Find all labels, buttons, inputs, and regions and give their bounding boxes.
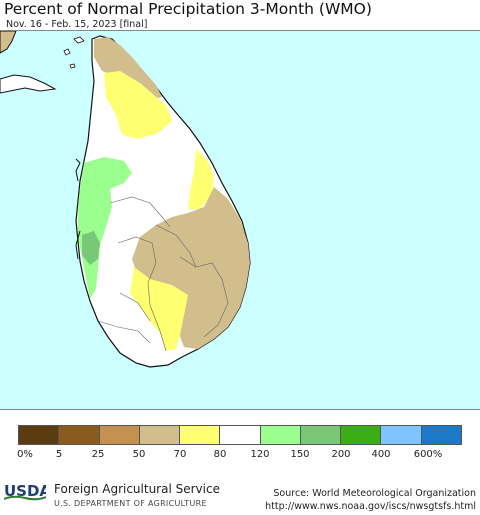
legend-swatch-600-plus (421, 426, 461, 444)
legend-swatch-200-400 (341, 426, 382, 444)
legend-swatch-0-5 (19, 426, 60, 444)
east-yellow-region (188, 149, 214, 209)
legend-label: 120 (250, 449, 270, 460)
west-dark-green-spot (82, 231, 100, 265)
legend-swatch-80-120 (220, 426, 261, 444)
india-coast (0, 31, 17, 54)
northern-islets (63, 36, 85, 69)
legend-label: 0% (17, 449, 33, 460)
legend-label: 50 (132, 449, 146, 460)
legend-label: 80 (213, 449, 227, 460)
source-credit: Source: World Meteorological Organizatio… (265, 488, 476, 513)
legend-swatch-70-80 (180, 426, 221, 444)
legend-label: 5 (55, 449, 63, 460)
map-title: Percent of Normal Precipitation 3-Month … (4, 0, 372, 18)
legend-label: 600% (413, 449, 443, 460)
puttalam-coast (75, 230, 81, 260)
source-url[interactable]: http://www.nws.noaa.gov/iscs/nwsgtsfs.ht… (265, 500, 476, 512)
precipitation-map (0, 30, 480, 410)
legend-swatch-120-150 (260, 426, 301, 444)
source-line: Source: World Meteorological Organizatio… (273, 488, 476, 499)
department-name: U.S. DEPARTMENT OF AGRICULTURE (54, 499, 207, 508)
legend-swatch-25-50 (99, 426, 140, 444)
agency-name: Foreign Agricultural Service (54, 482, 220, 496)
map-canvas (0, 31, 480, 409)
usda-logo: USDA (4, 482, 46, 501)
central-yellow-region (130, 267, 188, 351)
district-boundaries (97, 196, 229, 352)
usda-branding: USDA Foreign Agricultural Service U.S. D… (4, 481, 244, 513)
legend-label: 200 (331, 449, 351, 460)
legend-labels: 0% 5 25 50 70 80 120 150 200 400 600% (0, 449, 480, 463)
north-yellow-region (104, 71, 172, 139)
legend-label: 150 (290, 449, 310, 460)
mannar-coast (75, 158, 81, 182)
legend-label: 400 (371, 449, 391, 460)
legend-colorbar (18, 425, 462, 445)
legend-swatch-50-70 (139, 426, 181, 444)
legend-swatch-5-25 (59, 426, 100, 444)
india-tip (0, 74, 57, 94)
map-subtitle: Nov. 16 - Feb. 15, 2023 [final] (6, 19, 148, 30)
legend-label: 25 (91, 449, 105, 460)
north-tan-region (94, 37, 162, 101)
svg-text:USDA: USDA (4, 482, 46, 500)
legend-swatch-400-600 (381, 426, 422, 444)
legend-label: 70 (173, 449, 187, 460)
legend-swatch-150-200 (300, 426, 342, 444)
